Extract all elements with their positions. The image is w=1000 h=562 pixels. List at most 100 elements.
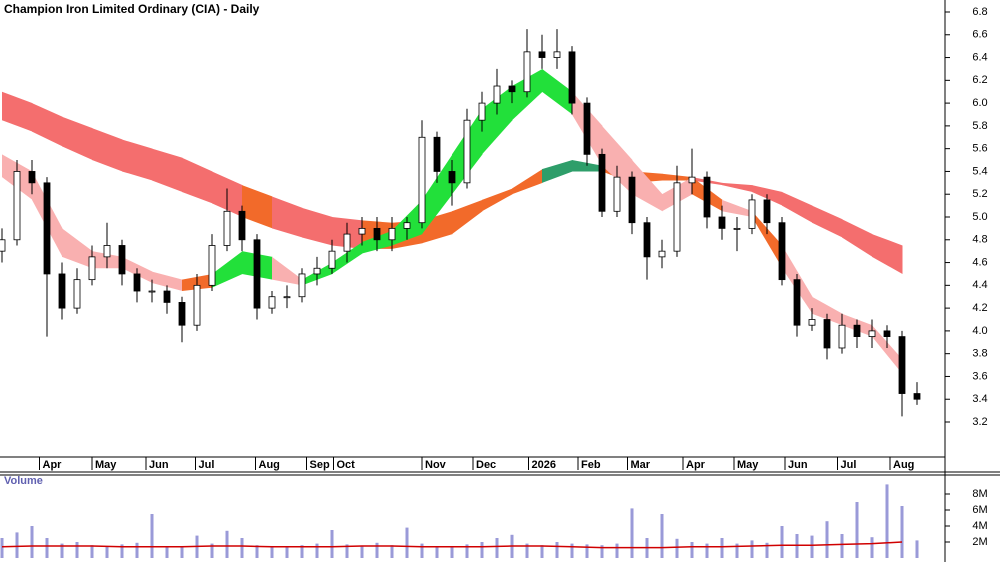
candle-body	[583, 102, 591, 155]
candle-body	[733, 227, 741, 230]
candle-body	[298, 273, 306, 298]
candle-body	[223, 210, 231, 246]
volume-bar	[225, 530, 229, 558]
candle-body	[793, 279, 801, 326]
candle-body	[853, 324, 861, 337]
ribbon-segment	[542, 160, 573, 183]
ribbon-segment	[872, 234, 903, 274]
ribbon-segment	[722, 199, 753, 217]
candle-body	[238, 210, 246, 241]
volume-bar	[600, 545, 604, 558]
volume-bar	[390, 545, 394, 558]
x-tick-label: May	[95, 459, 117, 471]
volume-bar	[165, 546, 169, 558]
candle-body	[418, 136, 426, 224]
ribbon-segment	[512, 169, 543, 195]
y-tick-label: 5.2	[972, 188, 987, 200]
candle-body	[613, 176, 621, 212]
volume-bar	[750, 540, 754, 558]
ribbon-segment	[122, 139, 153, 181]
y-tick-label: 5.4	[972, 165, 987, 177]
candle-body	[628, 176, 636, 224]
candle-body	[658, 250, 666, 258]
ribbon-segment	[842, 219, 873, 257]
candle-body	[253, 239, 261, 309]
y-tick-label: 3.4	[972, 393, 987, 405]
candle-body	[28, 171, 36, 184]
volume-bar	[795, 534, 799, 558]
candle-body	[913, 393, 921, 400]
candle-body	[403, 222, 411, 229]
candle-body	[838, 324, 846, 349]
ribbon-segment	[602, 125, 633, 195]
ribbon-segment	[182, 157, 213, 204]
candle-body	[163, 290, 171, 303]
candle-body	[703, 176, 711, 218]
volume-bar	[420, 543, 424, 558]
volume-bar	[90, 545, 94, 558]
candle-body	[508, 85, 516, 93]
y-tick-label: 3.8	[972, 348, 987, 360]
volume-bar	[585, 544, 589, 558]
volume-bar	[240, 538, 244, 558]
y-tick-label: 6.6	[972, 29, 987, 41]
volume-bar	[450, 546, 454, 558]
candle-body	[358, 227, 366, 235]
y-tick-label: 6.8	[972, 6, 987, 18]
candle-body	[193, 284, 201, 326]
volume-bar	[810, 535, 814, 558]
volume-bar	[255, 545, 259, 558]
volume-bar	[75, 542, 79, 558]
candle-body	[643, 222, 651, 258]
volume-label: Volume	[4, 475, 43, 487]
volume-bar	[375, 542, 379, 558]
volume-bar	[900, 506, 904, 558]
ribbon-segment	[752, 211, 783, 269]
x-tick-label: May	[737, 459, 759, 471]
volume-bar	[150, 514, 154, 558]
ribbon-segment	[722, 182, 753, 192]
volume-bar	[660, 514, 664, 558]
x-tick-label: Oct	[337, 459, 356, 471]
candle-body	[598, 153, 606, 212]
y-tick-label: 6.4	[972, 51, 987, 63]
candle-body	[328, 250, 336, 269]
volume-bar	[630, 508, 634, 558]
candle-body	[673, 182, 681, 252]
candle-body	[148, 290, 156, 293]
ribbon-segment	[872, 325, 903, 375]
volume-bar	[720, 538, 724, 558]
volume-bar	[330, 530, 334, 558]
volume-bar	[360, 546, 364, 558]
candle-body	[493, 85, 501, 104]
volume-bar	[915, 540, 919, 558]
candle-body	[688, 176, 696, 184]
ribbon-segment	[542, 68, 573, 115]
candle-body	[523, 51, 531, 93]
candle-body	[208, 245, 216, 286]
ribbon-segment	[2, 91, 33, 132]
x-tick-label: Jun	[788, 459, 808, 471]
chart-title: Champion Iron Limited Ordinary (CIA) - D…	[4, 2, 260, 16]
volume-bar	[465, 544, 469, 558]
ribbon-segment	[62, 116, 93, 161]
ribbon-segment	[812, 296, 843, 326]
candle-body	[103, 245, 111, 258]
ribbon-segment	[152, 148, 183, 192]
candle-body	[883, 330, 891, 337]
volume-bar	[120, 544, 124, 558]
x-tick-label: Jul	[841, 459, 857, 471]
volume-bar	[540, 545, 544, 558]
candle-body	[748, 199, 756, 229]
candle-body	[133, 273, 141, 292]
volume-bar	[345, 544, 349, 558]
candle-body	[553, 51, 561, 58]
ribbon-segment	[272, 256, 303, 286]
candle-body	[463, 119, 471, 184]
candle-body	[448, 171, 456, 184]
y-tick-label: 6.0	[972, 97, 987, 109]
volume-bar	[180, 546, 184, 558]
volume-bar	[60, 543, 64, 558]
x-tick-label: 2026	[532, 459, 556, 471]
x-tick-label: Jul	[199, 459, 215, 471]
